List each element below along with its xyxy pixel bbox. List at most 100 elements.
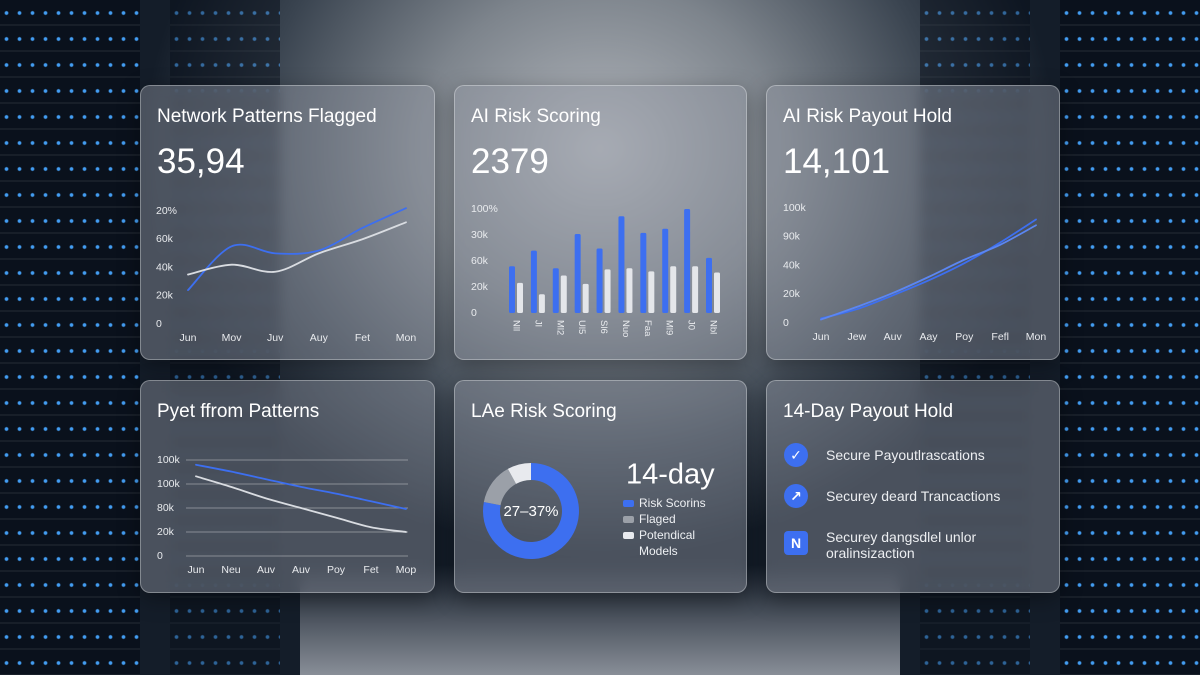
check-icon: ↗ — [784, 484, 808, 508]
x-tick-label: Faa — [642, 320, 653, 337]
bar — [552, 268, 559, 313]
x-tick-label: Poy — [327, 564, 346, 576]
x-tick-label: J0 — [686, 320, 697, 330]
y-tick-label: 20k — [157, 526, 175, 538]
card-title: Network Patterns Flagged — [157, 106, 377, 127]
x-tick-label: Ul5 — [576, 320, 587, 334]
legend-entry: Flaged — [623, 511, 723, 527]
y-tick-label: 0 — [471, 307, 477, 319]
server-rack — [1060, 0, 1200, 675]
x-tick-label: Mon — [1026, 331, 1047, 343]
card-title: LAe Risk Scoring — [471, 401, 617, 422]
x-tick-label: Nuo — [620, 320, 631, 337]
chart-body: 0 20k 80k 100k 100k Jun Neu Auv Auv Poy Fet Mop — [157, 454, 416, 576]
x-tick-label: Nll — [510, 320, 521, 331]
document-icon: N — [784, 531, 808, 555]
x-tick-label: Sl6 — [598, 320, 609, 334]
y-tick-label: 100% — [471, 203, 498, 215]
y-tick-label: 80k — [157, 502, 175, 514]
bar — [714, 272, 720, 313]
bar — [574, 233, 581, 313]
y-tick-label: 100k — [783, 202, 807, 214]
chart: 27–37% 14-day — [483, 459, 715, 559]
list-item: Securey deard Trancactions — [826, 488, 1001, 504]
legend-entry: Risk Scorins — [623, 495, 723, 511]
bar — [517, 282, 523, 313]
y-tick-label: 20k — [783, 288, 801, 300]
chart: 0 20k 60k 30k 100% Nll Jl Ml2 Ul5 Sl6 Nuo Faa Ml9 J0 N… — [471, 203, 720, 337]
x-tick-label: Ml9 — [664, 320, 675, 335]
line-series — [187, 207, 407, 291]
legend-label: Potendical Models — [639, 528, 696, 558]
line-series — [195, 475, 407, 533]
x-tick-label: Mop — [396, 564, 417, 576]
bar — [560, 275, 567, 313]
x-tick-label: Neu — [221, 564, 240, 576]
y-tick-label: 90k — [783, 231, 801, 243]
bar — [626, 268, 633, 313]
server-rack — [0, 0, 140, 675]
y-tick-label: 100k — [157, 478, 181, 490]
bar — [662, 228, 669, 313]
bar — [648, 271, 655, 313]
bar — [684, 209, 691, 313]
y-tick-label: 20k — [471, 281, 489, 293]
x-tick-label: Ml2 — [554, 320, 565, 335]
x-tick-label: Aay — [919, 331, 938, 343]
chart-body: 0 20k 40k 90k 100k Jun Jew Auv Aay Poy Fefl Mon — [783, 202, 1046, 343]
y-tick-label: 60k — [471, 255, 489, 267]
legend-swatch — [623, 516, 634, 523]
bar — [509, 266, 515, 313]
x-tick-label: Jun — [188, 564, 205, 576]
line-series — [195, 463, 407, 510]
bar — [596, 248, 603, 313]
x-tick-label: Auy — [310, 332, 329, 344]
y-tick-label: 40k — [783, 259, 801, 271]
donut-center-label: 27–37% — [503, 503, 558, 520]
y-tick-label: 0 — [783, 317, 789, 329]
bar — [604, 269, 611, 313]
card-title: 14-Day Payout Hold — [783, 401, 954, 422]
y-tick-label: 40k — [156, 261, 174, 273]
x-tick-label: Poy — [955, 331, 974, 343]
bar — [618, 216, 625, 313]
headline-value: 14,101 — [783, 142, 891, 181]
card: Network Patterns Flagged 35,94 0 20k 40k 60… — [140, 85, 435, 360]
chart: 0 20k 80k 100k 100k Jun Neu Auv Auv Poy Fet Mop — [157, 454, 416, 576]
y-tick-label: 60k — [156, 233, 174, 245]
card: AI Risk Scoring 2379 0 20k 60k 30k 100% Nll Jl… — [454, 85, 747, 360]
bar — [640, 232, 647, 313]
legend-label: Flaged — [639, 512, 676, 526]
x-tick-label: Fet — [363, 564, 378, 576]
chart-body — [483, 463, 579, 559]
chart: 0 20k 40k 60k 20% Jun Mov Juv Auy Fet Mon — [156, 205, 416, 344]
list-item: Securey dangsdlel unlor oralinsizaction — [826, 529, 977, 561]
donut-segment — [483, 463, 579, 559]
chart: 0 20k 40k 90k 100k Jun Jew Auv Aay Poy Fefl Mon — [783, 202, 1046, 343]
line-series — [187, 221, 407, 276]
chart-body: 0 20k 40k 60k 20% Jun Mov Juv Auy Fet Mon — [156, 205, 416, 344]
legend-swatch — [623, 500, 634, 507]
check-icon: ✓ — [784, 443, 808, 467]
x-tick-label: Juv — [267, 332, 284, 344]
headline-value: 2379 — [471, 142, 549, 181]
bar — [582, 283, 589, 313]
card: Pyet ffrom Patterns 0 20k 80k 100k 100k Jun Ne… — [140, 380, 435, 593]
card: 14-Day Payout Hold ✓ Secure Payoutlrasca… — [766, 380, 1060, 593]
x-tick-label: Jun — [180, 332, 197, 344]
y-tick-label: 100k — [157, 454, 181, 466]
legend-swatch — [623, 532, 634, 539]
x-tick-label: Nbl — [707, 320, 718, 334]
bar — [670, 266, 677, 313]
y-tick-label: 20k — [156, 290, 174, 302]
x-tick-label: Auv — [257, 564, 276, 576]
x-tick-label: Jew — [847, 331, 866, 343]
card-title: AI Risk Payout Hold — [783, 106, 952, 127]
y-tick-label: 20% — [156, 205, 177, 217]
legend-entry: Potendical Models — [623, 527, 723, 559]
y-tick-label: 0 — [156, 318, 162, 330]
x-tick-label: Mon — [396, 332, 417, 344]
x-tick-label: Fefl — [991, 331, 1009, 343]
donut-segment — [507, 463, 531, 484]
